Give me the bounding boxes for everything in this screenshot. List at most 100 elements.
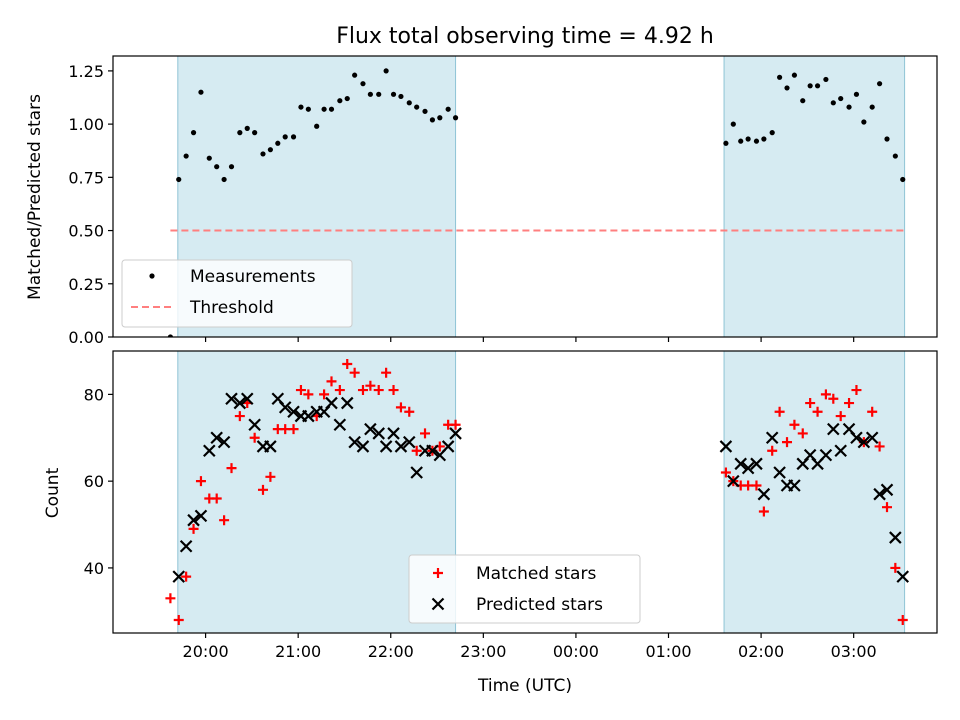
matched-star-point	[844, 398, 855, 409]
measurement-point	[738, 138, 744, 144]
predicted-star-point	[727, 474, 740, 488]
measurement-point	[769, 130, 775, 136]
measurement-point	[228, 164, 235, 170]
measurement-point	[800, 98, 806, 104]
matched-star-point	[365, 380, 376, 391]
matched-star-point	[303, 389, 314, 400]
predicted-star-point	[857, 435, 871, 449]
y-tick-label: 80	[84, 385, 104, 404]
predicted-star-point	[734, 457, 747, 471]
measurement-point	[853, 91, 860, 97]
measurement-point	[753, 138, 760, 144]
predicted-star-point	[757, 487, 771, 501]
matched-star-point	[774, 406, 785, 417]
measurement-point	[723, 140, 729, 146]
measurement-point	[414, 104, 420, 110]
measurement-point	[846, 104, 852, 110]
measurement-point	[876, 81, 883, 87]
predicted-star-point	[788, 479, 801, 492]
measurement-point	[176, 176, 182, 183]
predicted-star-point	[325, 396, 338, 410]
matched-star-point	[265, 471, 276, 482]
shaded-interval-1	[723, 350, 906, 634]
measurement-point	[367, 91, 373, 97]
matched-star-point	[897, 614, 908, 625]
predicted-star-point	[827, 422, 840, 436]
matched-star-point	[357, 385, 368, 396]
measurement-point	[838, 95, 844, 102]
measurement-point	[221, 176, 227, 183]
measurement-point	[275, 140, 281, 146]
measurement-point	[344, 95, 350, 102]
measurement-point	[761, 136, 767, 142]
x-tick-label: 03:00	[831, 642, 877, 661]
matched-star-point	[820, 389, 831, 400]
matched-star-point	[234, 411, 245, 422]
measurement-point	[445, 106, 451, 112]
matched-star-point	[782, 437, 793, 448]
measurement-point	[730, 121, 736, 127]
measurement-point	[167, 334, 174, 337]
predicted-star-point	[765, 431, 779, 445]
matched-star-point	[835, 411, 846, 422]
measurement-point	[900, 176, 906, 183]
predicted-star-point	[873, 487, 886, 501]
measurement-point	[422, 108, 428, 114]
predicted-star-point	[449, 427, 462, 440]
measurement-point	[791, 72, 798, 78]
matched-star-point	[165, 593, 176, 604]
measurement-point	[260, 151, 266, 157]
matched-star-point	[381, 367, 392, 378]
predicted-star-point	[889, 531, 902, 544]
predicted-star-point	[240, 392, 254, 406]
measurement-point	[267, 147, 273, 153]
predicted-star-point	[302, 409, 315, 423]
predicted-star-point	[896, 570, 910, 583]
matched-star-point	[349, 367, 360, 378]
measurement-point	[183, 153, 189, 159]
bottom-y-axis-label: Count	[43, 467, 63, 518]
measurement-point	[298, 104, 304, 110]
measurement-point	[406, 100, 412, 106]
y-tick-label: 0.00	[68, 328, 104, 347]
series-group	[165, 359, 910, 625]
measurement-point	[745, 136, 751, 142]
measurement-point	[807, 83, 813, 89]
predicted-star-point	[819, 448, 833, 462]
predicted-star-point	[248, 418, 261, 432]
y-tick-label: 40	[84, 559, 104, 578]
legend-box	[121, 259, 353, 328]
x-tick-label: 01:00	[645, 642, 691, 661]
x-tick-label: 23:00	[460, 642, 506, 661]
predicted-star-point	[394, 440, 408, 453]
x-axis-label: Time (UTC)	[477, 676, 572, 696]
matched-star-point	[288, 424, 299, 435]
measurement-point	[830, 100, 836, 106]
matched-star-point	[257, 484, 268, 495]
matched-star-point	[404, 406, 415, 417]
predicted-star-point	[194, 509, 208, 523]
legend-threshold-label: Threshold	[189, 298, 274, 318]
x-tick-label: 20:00	[183, 642, 229, 661]
y-tick-label: 0.25	[68, 275, 104, 294]
measurement-point	[429, 117, 436, 123]
legend-matched-marker	[433, 568, 443, 578]
matched-star-point	[890, 562, 901, 573]
y-tick-label: 0.50	[68, 222, 104, 241]
predicted-star-point	[865, 431, 879, 445]
predicted-star-point	[402, 435, 416, 449]
matched-star-point	[395, 402, 406, 413]
predicted-star-point	[187, 513, 200, 527]
matched-star-point	[882, 502, 893, 513]
predicted-star-point	[172, 570, 186, 583]
predicted-star-point	[741, 461, 755, 475]
matched-star-point	[411, 445, 422, 456]
measurement-point	[452, 115, 459, 121]
top-y-axis-label: Matched/Predicted stars	[25, 94, 45, 300]
predicted-star-point	[441, 440, 455, 453]
matched-star-point	[751, 480, 762, 491]
measurement-point	[784, 85, 790, 91]
predicted-star-point	[387, 427, 400, 440]
predicted-star-point	[379, 440, 393, 453]
measurement-point	[398, 93, 404, 100]
